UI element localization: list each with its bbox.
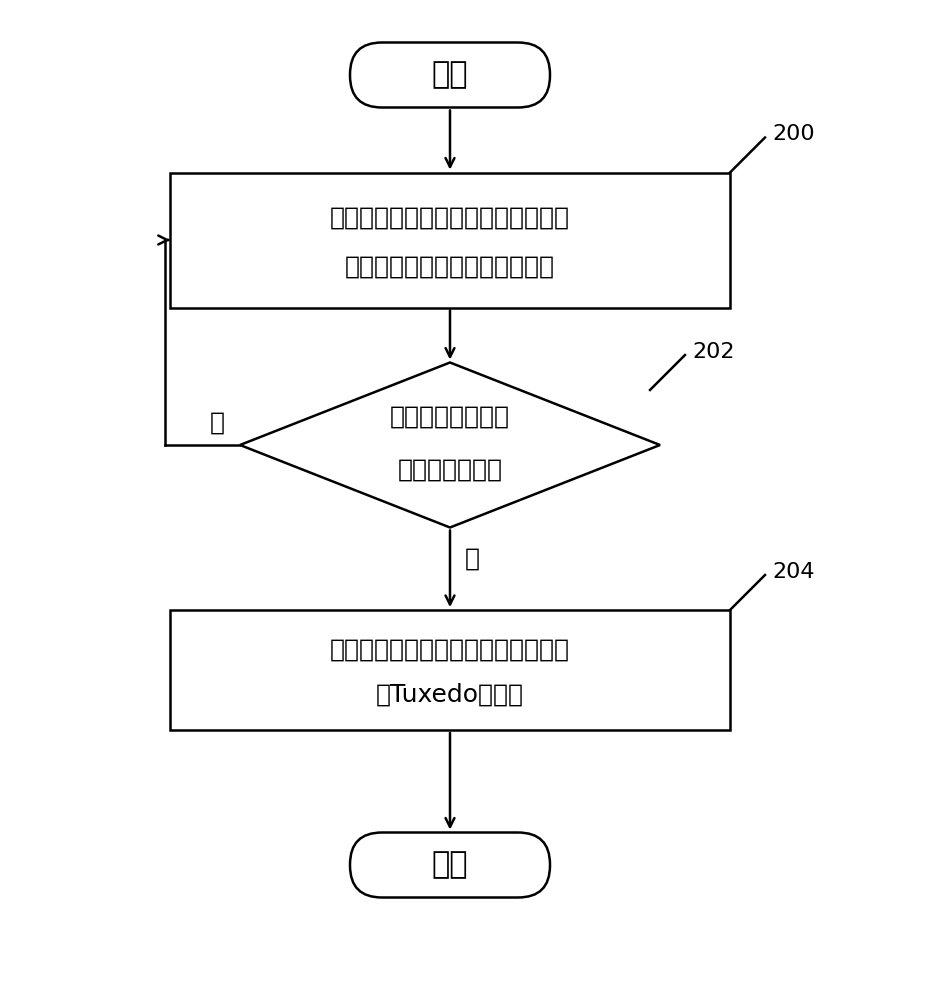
- Text: 是: 是: [465, 547, 480, 571]
- FancyBboxPatch shape: [350, 42, 550, 107]
- Text: 开始: 开始: [431, 60, 468, 90]
- FancyBboxPatch shape: [350, 832, 550, 898]
- Text: 根据探测结果判断: 根据探测结果判断: [390, 405, 510, 429]
- FancyBboxPatch shape: [170, 172, 730, 308]
- Polygon shape: [240, 362, 660, 528]
- Text: 204: 204: [772, 562, 815, 582]
- Text: 并将探测结果记录在探测日志中: 并将探测结果记录在探测日志中: [345, 255, 555, 279]
- Text: 隔离异常生产主机，并启动应急主机: 隔离异常生产主机，并启动应急主机: [330, 638, 570, 662]
- Text: 否: 否: [210, 411, 225, 435]
- Text: 202: 202: [692, 342, 734, 362]
- Text: 周期性地探测生产主机的工作状态，: 周期性地探测生产主机的工作状态，: [330, 206, 570, 230]
- Text: 是否存在异常？: 是否存在异常？: [397, 458, 502, 482]
- Text: 200: 200: [772, 124, 815, 144]
- FancyBboxPatch shape: [170, 610, 730, 730]
- Text: 的Tuxedo域配置: 的Tuxedo域配置: [376, 683, 524, 707]
- Text: 结束: 结束: [431, 850, 468, 880]
